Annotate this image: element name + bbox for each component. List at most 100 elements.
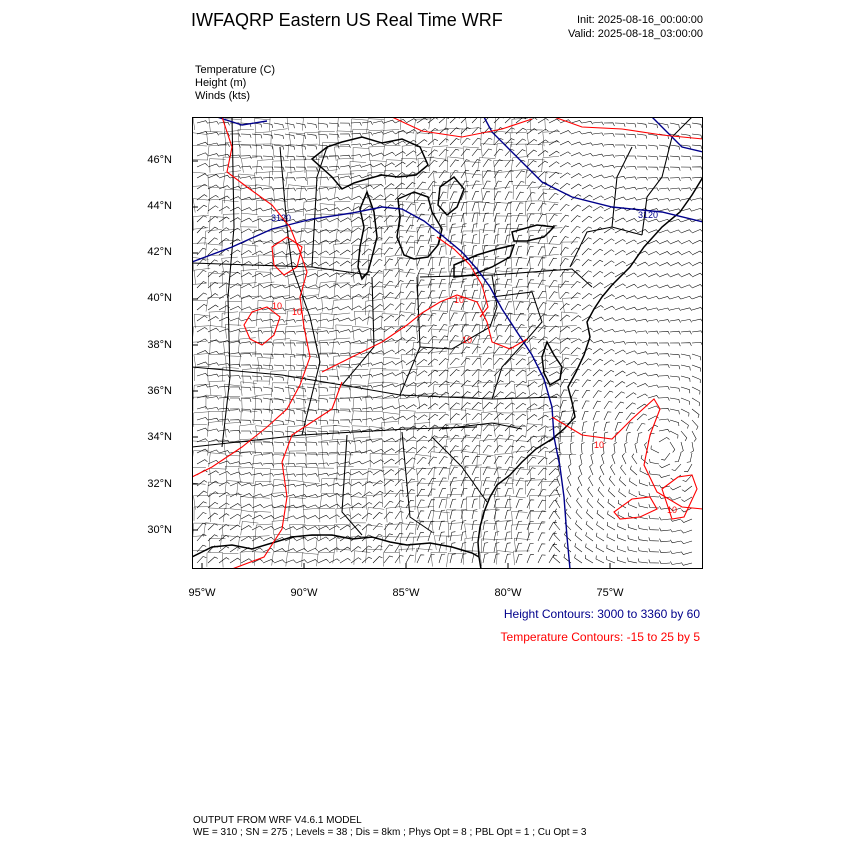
county-line xyxy=(525,479,542,495)
wind-barb xyxy=(416,499,425,509)
county-line xyxy=(304,244,321,259)
wind-barb xyxy=(691,261,703,267)
wind-barb xyxy=(559,291,570,300)
wind-barb xyxy=(218,153,230,158)
wind-barb xyxy=(526,403,538,410)
wind-barb xyxy=(680,551,693,555)
wind-barb xyxy=(317,218,329,223)
temperature-contour-labels: 10 10 10 10 10 10 xyxy=(272,295,677,515)
wind-barb xyxy=(504,127,515,135)
county-line xyxy=(319,203,337,218)
wind-barb xyxy=(350,195,362,201)
county-line xyxy=(401,368,418,385)
wind-barb xyxy=(306,229,318,234)
wind-barb xyxy=(306,419,317,425)
wind-barb xyxy=(273,262,285,267)
wind-barb xyxy=(625,402,636,410)
county-line xyxy=(319,369,336,385)
wind-barb xyxy=(559,151,571,157)
wind-barb xyxy=(691,364,701,372)
wind-barb xyxy=(526,446,537,454)
wind-barb xyxy=(608,475,616,487)
weather-map: 3120 3120 10 10 10 10 10 10 xyxy=(192,117,703,569)
wind-barb xyxy=(405,291,415,300)
wind-barb xyxy=(449,391,460,399)
wind-barb xyxy=(196,315,208,322)
wind-barb xyxy=(449,148,460,157)
wind-barb xyxy=(372,501,383,509)
wind-barb xyxy=(493,323,502,333)
wind-barb xyxy=(515,138,526,146)
wind-barb xyxy=(515,510,523,520)
wind-barb xyxy=(361,293,373,300)
wind-barb xyxy=(567,475,572,487)
wind-barb xyxy=(416,235,425,245)
county-line xyxy=(302,383,319,398)
county-line xyxy=(463,241,480,256)
wind-barb xyxy=(614,165,626,170)
wind-barb xyxy=(328,228,340,234)
wind-barb xyxy=(339,364,351,368)
wind-barb xyxy=(537,139,549,146)
county-line xyxy=(479,283,498,299)
wind-barb xyxy=(273,419,284,425)
temperature-contours xyxy=(192,117,703,569)
wind-barb xyxy=(526,477,536,487)
wind-barb xyxy=(592,339,605,344)
wind-barb xyxy=(427,313,437,322)
wind-barb xyxy=(416,213,425,223)
wind-barb xyxy=(317,386,329,392)
wind-barb xyxy=(339,471,352,476)
wind-barb xyxy=(691,353,702,361)
county-line xyxy=(302,409,319,426)
wind-barb xyxy=(207,491,219,498)
wind-barb xyxy=(306,284,319,289)
wind-barb xyxy=(273,307,285,311)
wind-barb xyxy=(240,306,253,311)
county-line xyxy=(222,553,239,568)
county-line xyxy=(414,200,431,215)
wind-barb xyxy=(603,175,616,179)
county-line xyxy=(193,198,210,213)
wind-barb xyxy=(229,217,241,223)
wind-barb xyxy=(361,470,373,476)
wind-barb xyxy=(317,353,329,358)
wind-barb xyxy=(625,239,637,245)
county-line xyxy=(431,426,450,442)
wind-barb xyxy=(405,554,414,564)
county-line xyxy=(430,145,449,161)
county-line xyxy=(481,538,498,553)
wind-barb xyxy=(328,472,341,476)
wind-barb xyxy=(636,432,643,443)
wind-barb xyxy=(471,542,478,553)
county-line xyxy=(303,199,321,217)
county-line xyxy=(510,241,529,256)
wind-barb xyxy=(405,150,417,157)
wind-barb xyxy=(648,559,660,564)
wind-barb xyxy=(317,397,329,403)
wind-barb xyxy=(317,155,329,160)
wind-barb xyxy=(207,194,219,201)
county-line xyxy=(448,395,465,411)
wind-barb xyxy=(581,215,593,223)
county-line xyxy=(316,552,335,567)
county-line xyxy=(463,369,480,385)
wind-barb xyxy=(295,473,307,477)
county-line xyxy=(445,423,462,439)
wind-barb xyxy=(317,493,330,498)
wind-barb xyxy=(471,531,478,542)
county-line xyxy=(450,449,467,466)
height-contours xyxy=(192,117,703,569)
wind-barb xyxy=(592,358,604,366)
wind-barb xyxy=(471,498,478,509)
wind-barb xyxy=(405,404,417,410)
wind-barb xyxy=(207,184,219,190)
wind-barb xyxy=(493,267,500,278)
wind-barb xyxy=(586,497,594,509)
wind-barb xyxy=(526,181,536,190)
wind-barb xyxy=(659,516,671,521)
county-line xyxy=(350,536,367,552)
wind-barb xyxy=(548,171,560,179)
county-line xyxy=(221,271,239,286)
wind-barb xyxy=(196,141,209,146)
